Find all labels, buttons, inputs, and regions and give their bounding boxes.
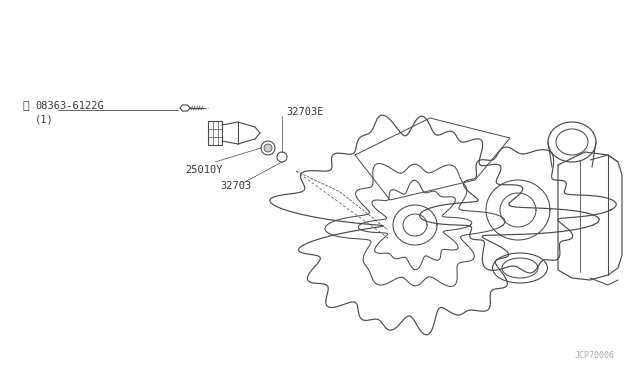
- Text: (1): (1): [35, 114, 54, 124]
- Circle shape: [264, 144, 272, 152]
- Text: Ⓢ: Ⓢ: [22, 101, 29, 111]
- Text: 25010Y: 25010Y: [185, 165, 223, 175]
- Text: 32703: 32703: [220, 181, 252, 191]
- Text: 08363-6122G: 08363-6122G: [35, 101, 104, 111]
- Text: 32703E: 32703E: [286, 107, 323, 117]
- Text: JCP70006: JCP70006: [575, 352, 615, 360]
